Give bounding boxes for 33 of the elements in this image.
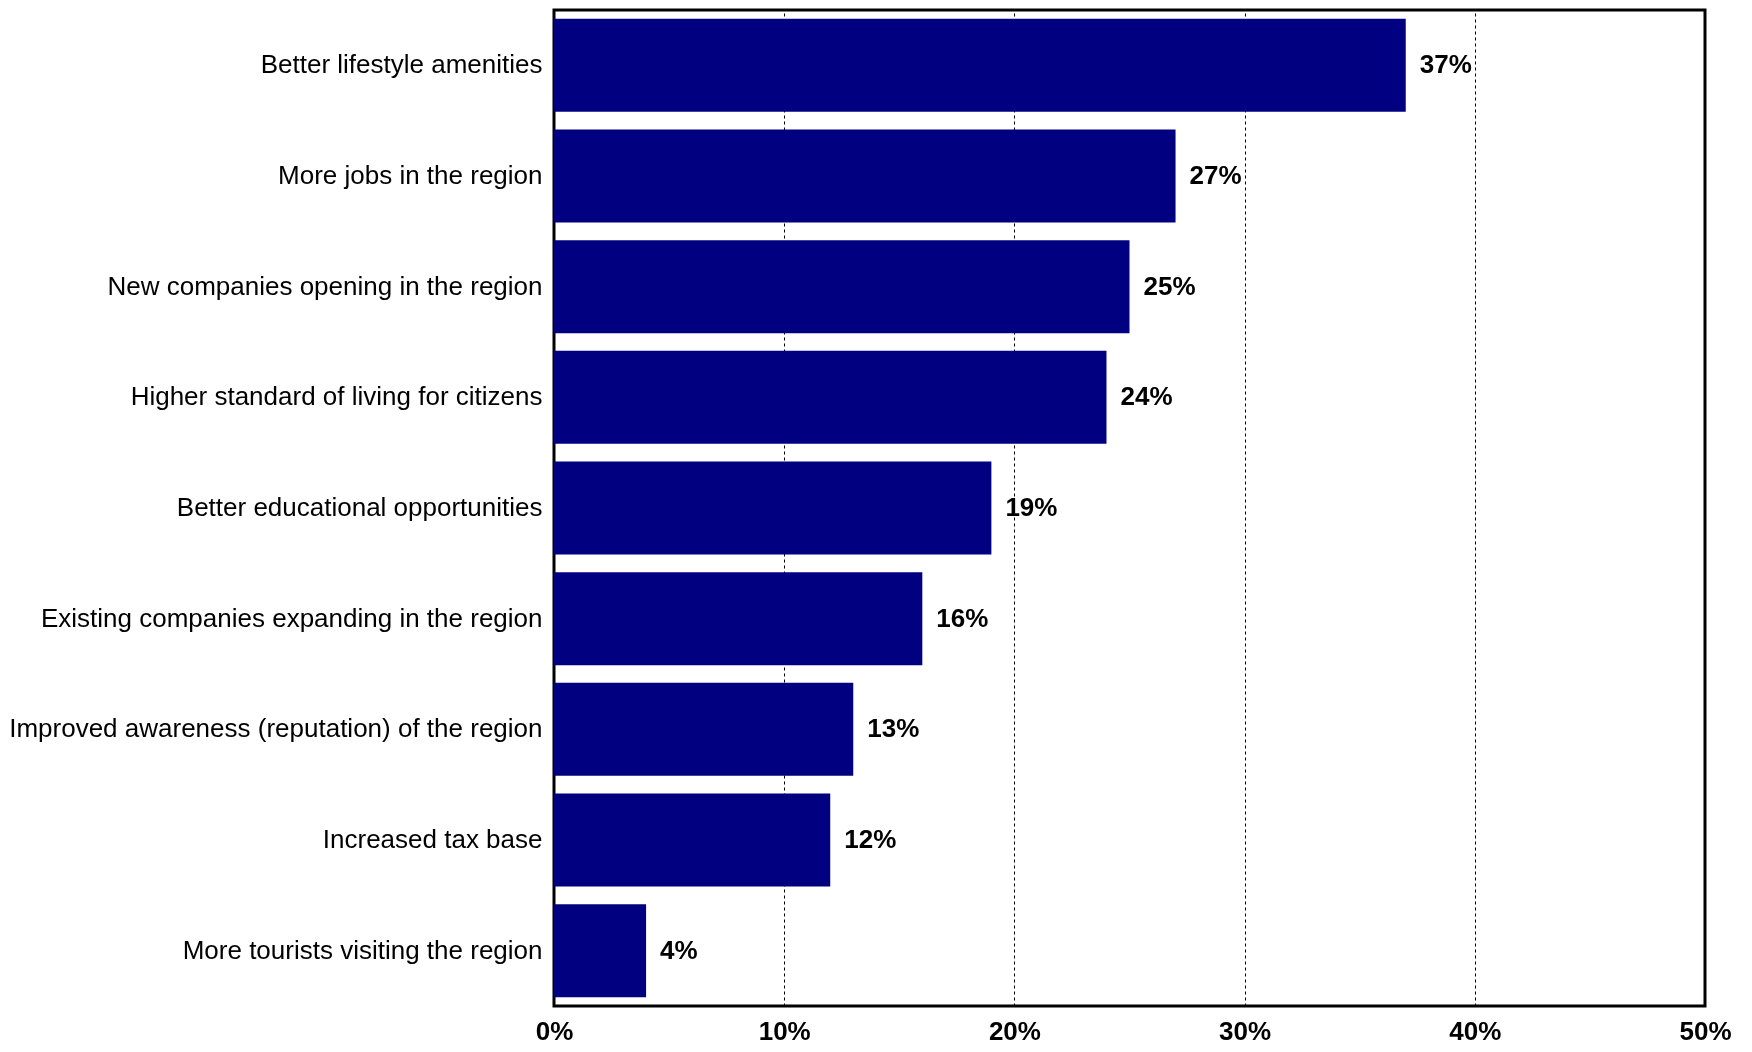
bar: [554, 793, 831, 887]
y-tick-label: More jobs in the region: [278, 160, 543, 190]
y-tick-label: New companies opening in the region: [107, 270, 543, 301]
x-tick-label: 40%: [1449, 1015, 1502, 1046]
data-label: 24%: [1120, 381, 1173, 412]
bar: [554, 682, 854, 776]
data-label: 16%: [936, 602, 989, 633]
y-tick-label: Improved awareness (reputation) of the region: [9, 713, 543, 744]
bar: [554, 461, 992, 555]
bar: [554, 904, 647, 998]
data-label: 12%: [844, 824, 897, 854]
x-tick-label: 0%: [535, 1015, 574, 1046]
data-label: 25%: [1143, 270, 1196, 301]
data-label: 37%: [1419, 49, 1472, 80]
y-tick-label: Better educational opportunities: [176, 492, 543, 522]
y-tick-label: More tourists visiting the region: [182, 934, 543, 965]
bar: [554, 350, 1107, 444]
x-tick-label: 20%: [988, 1015, 1041, 1046]
data-label: 27%: [1189, 160, 1242, 190]
bar: [554, 18, 1406, 112]
data-label: 4%: [660, 934, 698, 965]
data-label: 13%: [867, 713, 920, 744]
y-tick-label: Better lifestyle amenities: [260, 49, 543, 80]
bar: [554, 129, 1176, 223]
y-tick-label: Existing companies expanding in the region: [40, 602, 543, 633]
bar: [554, 240, 1130, 334]
x-tick-label: 50%: [1679, 1015, 1732, 1046]
data-label: 19%: [1005, 492, 1058, 522]
y-tick-label: Higher standard of living for citizens: [130, 381, 543, 412]
x-tick-label: 30%: [1219, 1015, 1272, 1046]
y-tick-label: Increased tax base: [322, 824, 543, 854]
x-tick-label: 10%: [758, 1015, 811, 1046]
bar: [554, 572, 923, 666]
